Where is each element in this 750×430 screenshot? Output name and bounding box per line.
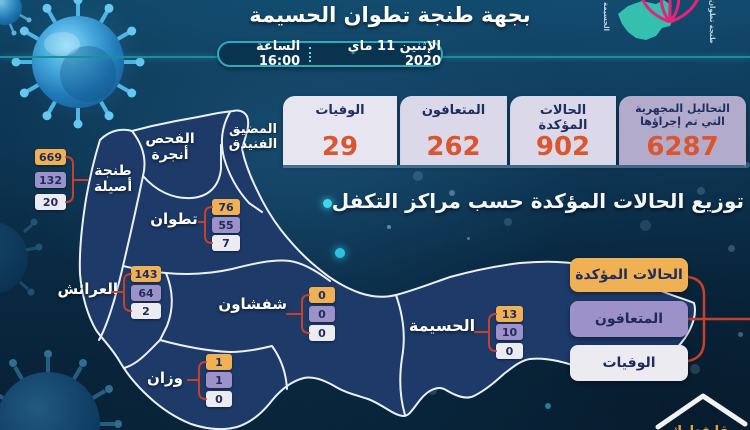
confirmed-box: 76 <box>212 199 240 215</box>
stat-label: الوفيات <box>315 103 365 118</box>
province-label-chefchaouen: شفشاون <box>218 295 287 313</box>
confirmed-box: 13 <box>496 306 523 322</box>
province-borders <box>98 111 406 416</box>
recovered-box: 0 <box>309 306 335 322</box>
legend-deaths: الوفيات <box>570 345 688 381</box>
confirmed-box: 0 <box>309 287 335 303</box>
recovered-box: 55 <box>212 217 240 233</box>
stat-value: 29 <box>321 132 359 162</box>
stat-card-recovered: المتعافون 262 <box>400 96 507 165</box>
recovered-box: 1 <box>206 372 232 388</box>
confirmed-box: 669 <box>35 149 66 165</box>
pill-separator <box>309 46 312 62</box>
stat-label: التحاليل المجهرية التي تم إجراؤها <box>635 102 730 128</box>
recovered-box: 64 <box>131 285 161 301</box>
virus-icon-small <box>0 0 32 36</box>
province-label-fahs-anjra: الفحص أنجرة <box>145 131 195 164</box>
province-label-tetouan: تطوان <box>150 210 198 228</box>
stay-home-text: بقا فدارك <box>656 424 748 430</box>
deaths-box: 0 <box>206 391 232 407</box>
stat-value: 6287 <box>646 132 719 162</box>
deaths-box: 0 <box>309 325 335 341</box>
map-heading: توزيع الحالات المؤكدة حسب مراكز التكفل <box>331 189 744 213</box>
virus-icon <box>11 0 145 129</box>
deaths-box: 2 <box>131 303 161 319</box>
page-title: بجهة طنجة تطوان الحسيمة <box>249 3 531 27</box>
legend-confirmed: الحالات المؤكدة <box>570 258 688 292</box>
deaths-box: 20 <box>35 194 66 210</box>
date-time-pill: الإثنين 11 ماي 2020 الساعة 16:00 <box>217 39 443 69</box>
stat-card-confirmed: الحالات المؤكدة 902 <box>510 96 616 165</box>
confirmed-box: 143 <box>131 266 161 282</box>
stat-band-edge <box>283 165 746 168</box>
province-label-larache: العرائش <box>57 280 118 298</box>
time-label: الساعة 16:00 <box>256 39 301 69</box>
province-label-ouezzane: وزان <box>147 369 183 387</box>
deaths-box: 0 <box>496 343 523 359</box>
province-label-tangier-assilah: طنجة أصيلة <box>93 163 133 196</box>
recovered-box: 10 <box>496 324 523 340</box>
stat-value: 262 <box>426 132 481 162</box>
stat-label: المتعافون <box>421 103 486 118</box>
stat-value: 902 <box>535 132 591 162</box>
virus-icon-faint <box>0 218 43 296</box>
landmass <box>78 109 696 430</box>
stat-label: الحالات المؤكدة <box>538 103 588 134</box>
confirmed-box: 1 <box>206 354 232 370</box>
virus-icon-bottom <box>0 350 122 430</box>
date-label: الإثنين 11 ماي 2020 <box>347 39 441 69</box>
province-label-mdiq-fnideq: المضيق الفنيدق <box>228 122 278 152</box>
deaths-box: 7 <box>212 235 240 251</box>
province-label-al-hoceima: الحسيمة <box>408 316 476 335</box>
house-roof-icon <box>655 393 748 430</box>
stat-card-tests: التحاليل المجهرية التي تم إجراؤها 6287 <box>619 96 746 165</box>
recovered-box: 132 <box>35 172 66 188</box>
stat-card-deaths: الوفيات 29 <box>283 96 397 165</box>
legend-recovered: المتعافون <box>570 301 688 337</box>
